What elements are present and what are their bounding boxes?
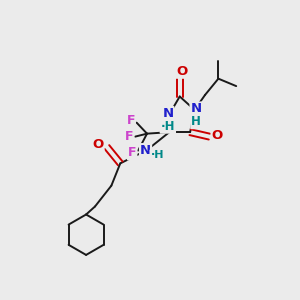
Text: ·H: ·H: [160, 120, 175, 133]
Text: O: O: [92, 138, 104, 151]
Text: ·H: ·H: [150, 150, 164, 160]
Text: F: F: [128, 146, 136, 160]
Text: O: O: [212, 129, 223, 142]
Text: O: O: [176, 65, 188, 78]
Text: N: N: [140, 144, 151, 157]
Text: F: F: [126, 114, 135, 127]
Text: N: N: [162, 107, 173, 120]
Text: H: H: [191, 115, 201, 128]
Text: N: N: [190, 103, 202, 116]
Text: F: F: [125, 130, 134, 143]
